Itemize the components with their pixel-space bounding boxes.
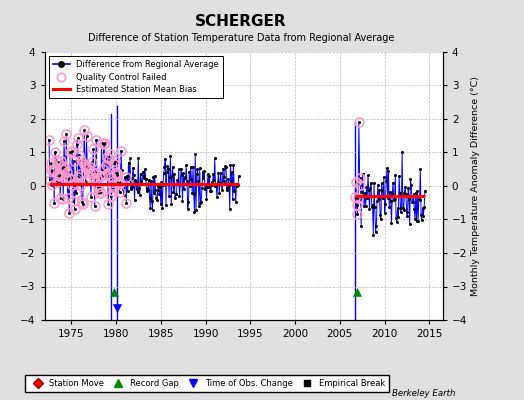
Text: Difference of Station Temperature Data from Regional Average: Difference of Station Temperature Data f… [88,33,394,43]
Legend: Difference from Regional Average, Quality Control Failed, Estimated Station Mean: Difference from Regional Average, Qualit… [49,56,223,98]
Text: Berkeley Earth: Berkeley Earth [392,389,456,398]
Text: SCHERGER: SCHERGER [195,14,287,30]
Legend: Station Move, Record Gap, Time of Obs. Change, Empirical Break: Station Move, Record Gap, Time of Obs. C… [25,374,389,392]
Y-axis label: Monthly Temperature Anomaly Difference (°C): Monthly Temperature Anomaly Difference (… [472,76,481,296]
